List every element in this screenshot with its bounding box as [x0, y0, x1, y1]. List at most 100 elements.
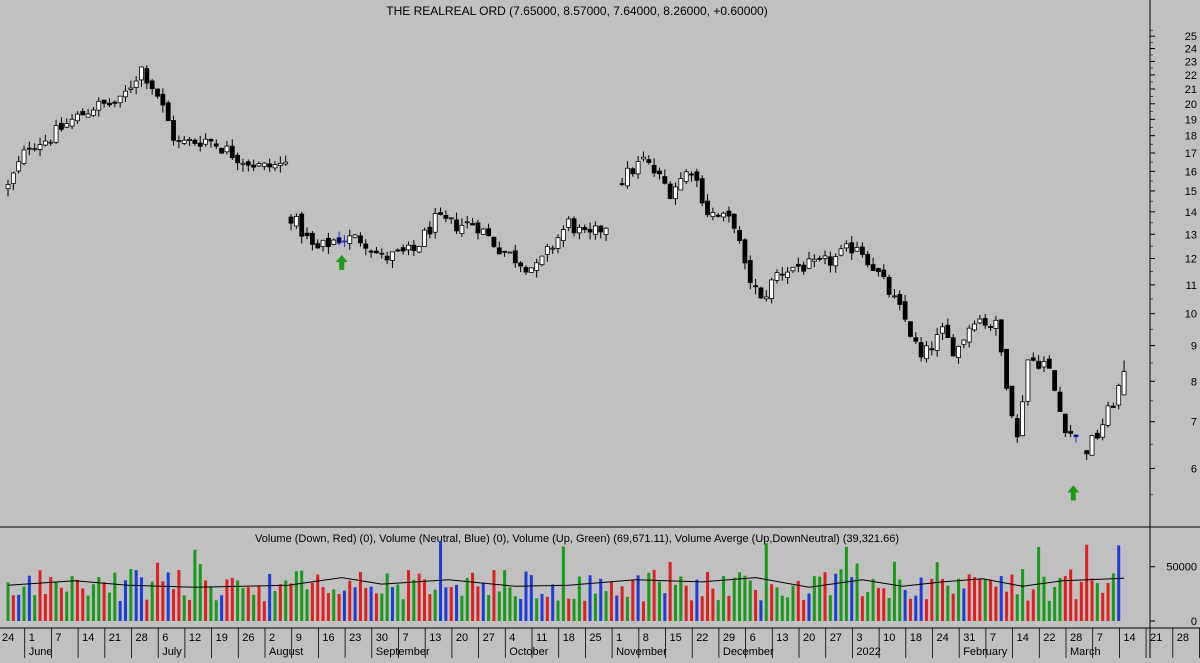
volume-bar	[22, 586, 26, 621]
volume-bar	[455, 584, 459, 621]
volume-bar	[919, 577, 923, 621]
volume-bar	[284, 580, 288, 621]
candle-body	[432, 213, 438, 233]
volume-bar	[823, 572, 827, 621]
candle-body	[475, 222, 481, 234]
volume-bar	[364, 587, 368, 621]
volume-bar	[407, 570, 410, 621]
date-tick-label: 28	[1070, 632, 1082, 644]
volume-bar	[439, 541, 443, 621]
candle-body	[534, 262, 540, 271]
volume-bar	[551, 584, 555, 621]
volume-bar	[1090, 578, 1094, 621]
volume-bar	[732, 577, 736, 621]
date-tick-label: 19	[216, 632, 228, 644]
candle-body	[53, 125, 59, 143]
date-tick-label: 29	[723, 632, 735, 644]
volume-bar	[145, 599, 149, 621]
volume-bar	[700, 596, 704, 621]
price-tick-label: 9	[1191, 341, 1197, 353]
volume-bar	[908, 598, 912, 621]
price-candles	[5, 65, 1127, 460]
volume-bar	[951, 593, 955, 621]
candle-body	[486, 228, 492, 237]
candle-body	[251, 164, 257, 168]
volume-bar	[1058, 578, 1062, 621]
date-tick-label: 9	[296, 632, 302, 644]
candle-body	[325, 237, 331, 248]
volume-bar	[663, 593, 667, 621]
candle-body	[827, 256, 833, 266]
volume-bar	[1111, 573, 1115, 621]
candle-body	[843, 243, 849, 249]
date-tick-label: 21	[109, 632, 121, 644]
candle-body	[299, 213, 305, 237]
date-tick-label: 3	[856, 632, 862, 644]
volume-bar	[1010, 574, 1014, 621]
volume-bar	[962, 588, 966, 621]
candle-body	[283, 161, 289, 165]
date-tick-label: 7	[403, 632, 409, 644]
candle-body	[26, 147, 32, 150]
price-tick-label: 13	[1185, 229, 1197, 241]
candle-body	[977, 318, 983, 324]
volume-bar	[246, 587, 250, 621]
volume-bar	[674, 584, 677, 621]
candle-body	[1030, 357, 1036, 361]
candle-body	[1004, 348, 1009, 389]
candle-body	[576, 226, 582, 234]
candle-body	[870, 264, 876, 271]
candle-body	[379, 252, 385, 255]
volume-bar	[193, 549, 197, 621]
candle-body	[662, 176, 668, 184]
volume-bar	[844, 546, 848, 621]
candle-body	[678, 178, 684, 191]
candle-body	[480, 228, 486, 235]
volume-bar	[262, 601, 266, 621]
volume-bar	[342, 590, 346, 621]
volume-bar	[107, 592, 111, 621]
date-tick-label: 23	[349, 632, 361, 644]
volume-bar	[775, 587, 779, 621]
date-tick-label: 28	[1177, 632, 1189, 644]
candle-body	[1025, 359, 1031, 402]
volume-bar	[316, 574, 320, 621]
date-tick-label: 18	[910, 632, 922, 644]
candle-body	[860, 246, 865, 255]
candle-body	[550, 247, 556, 250]
candle-body	[886, 276, 892, 295]
candle-body	[1094, 432, 1100, 439]
volume-bar	[310, 582, 314, 621]
candle-body	[288, 216, 294, 224]
volume-bar	[1079, 581, 1083, 621]
candle-body	[876, 268, 881, 273]
candle-body	[1014, 418, 1020, 438]
date-tick-label: 22	[1043, 632, 1055, 644]
candle-body	[197, 142, 203, 147]
candle-body	[705, 200, 710, 216]
signal-arrow-icon	[1067, 485, 1080, 501]
price-tick-label: 6	[1191, 463, 1197, 475]
candle-body	[1062, 413, 1068, 434]
candle-body	[689, 173, 694, 176]
candle-body	[176, 140, 182, 142]
candle-body	[721, 212, 726, 218]
volume-bar	[786, 597, 790, 621]
candle-body	[737, 230, 742, 241]
price-tick-label: 21	[1185, 84, 1197, 96]
volume-bar	[1063, 576, 1067, 621]
volume-bar	[43, 594, 47, 621]
candle-body	[822, 255, 828, 259]
candle-body	[528, 267, 534, 273]
volume-bar	[866, 591, 870, 621]
volume-bar	[957, 578, 961, 621]
candle-body	[779, 273, 785, 276]
candle-body	[560, 229, 566, 241]
volume-bar	[140, 577, 143, 621]
volume-bar	[423, 579, 427, 621]
candle-body	[897, 294, 903, 305]
volume-bar	[337, 594, 341, 621]
volume-bar	[503, 570, 507, 621]
candle-body	[795, 263, 801, 267]
